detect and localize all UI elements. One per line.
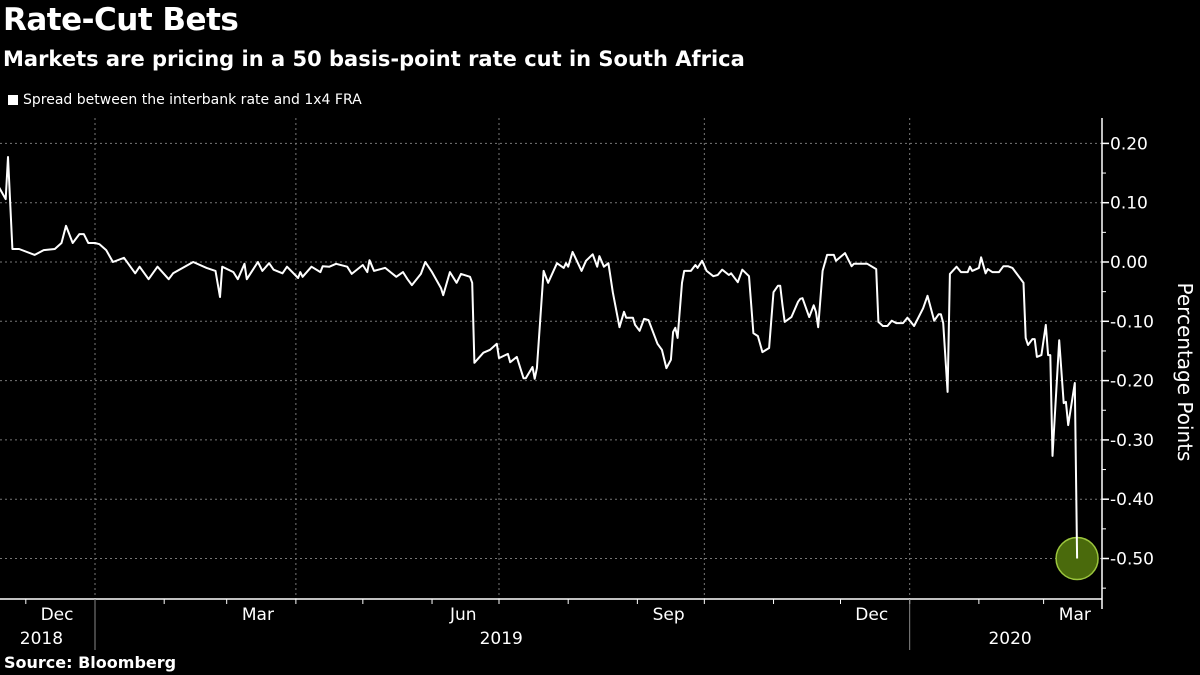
- x-month-label: Dec: [855, 605, 888, 625]
- legend-label: Spread between the interbank rate and 1x…: [23, 92, 362, 108]
- y-tick-label: 0.00: [1110, 253, 1148, 273]
- series-line: [0, 156, 1079, 559]
- y-tick-label: -0.50: [1110, 550, 1154, 570]
- x-year-label: 2020: [988, 629, 1031, 649]
- y-tick-label: 0.20: [1110, 134, 1148, 154]
- gridlines: [0, 118, 1102, 599]
- y-tick-label: -0.10: [1110, 312, 1154, 332]
- source-note: Source: Bloomberg: [4, 653, 177, 672]
- legend: Spread between the interbank rate and 1x…: [8, 92, 362, 108]
- y-tick-label: 0.10: [1110, 194, 1148, 214]
- y-tick-label: -0.40: [1110, 490, 1154, 510]
- x-month-label: Sep: [653, 605, 685, 625]
- x-month-label: Jun: [449, 605, 477, 625]
- chart-subtitle: Markets are pricing in a 50 basis-point …: [3, 47, 745, 71]
- legend-swatch: [8, 95, 18, 105]
- x-month-label: Dec: [41, 605, 74, 625]
- x-month-label: Mar: [242, 605, 274, 625]
- data-marks: [0, 156, 1099, 581]
- axes: 0.20 0.10 0.00 -0.10 -0.20 -0.30 -0.40 -0.50 Dec…: [0, 118, 1154, 650]
- x-month-label: Mar: [1059, 605, 1091, 625]
- chart-title: Rate-Cut Bets: [3, 2, 239, 38]
- y-tick-label: -0.20: [1110, 372, 1154, 392]
- y-tick-label: -0.30: [1110, 431, 1154, 451]
- x-year-label: 2018: [20, 629, 63, 649]
- y-axis-title: Percentage Points: [1173, 283, 1197, 462]
- x-year-label: 2019: [480, 629, 523, 649]
